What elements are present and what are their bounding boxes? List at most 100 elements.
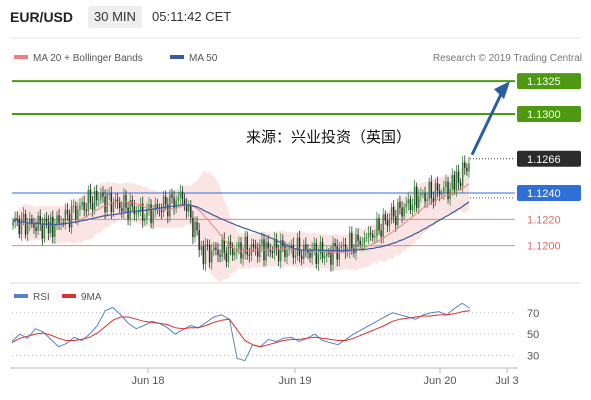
candle-body	[127, 207, 129, 220]
candle-body	[181, 191, 184, 200]
candle-body	[106, 194, 108, 213]
candle-body	[464, 162, 466, 168]
candle-body	[18, 219, 21, 235]
candle-body	[139, 203, 142, 211]
candle-body	[196, 221, 198, 231]
candle-body	[229, 241, 232, 248]
candle-body	[374, 236, 376, 238]
candle-body	[204, 244, 207, 265]
candle-body	[152, 210, 154, 224]
candle-body	[292, 244, 295, 258]
candle-body	[269, 249, 272, 252]
candle-body	[336, 246, 338, 260]
copyright-text: Research © 2019 Trading Central	[433, 53, 582, 64]
candle-body	[206, 244, 209, 246]
candle-body	[313, 243, 315, 250]
candle-body	[359, 240, 361, 245]
candle-body	[225, 252, 228, 262]
chart-header: EUR/USD 30 MIN 05:11:42 CET	[0, 0, 591, 36]
forecast-arrow-head	[494, 81, 510, 100]
candle-body	[461, 162, 464, 187]
candle-body	[217, 249, 219, 256]
candle-body	[330, 253, 332, 265]
candle-body	[430, 181, 433, 199]
rsi-line	[11, 302, 471, 362]
candle-body	[72, 205, 75, 207]
candle-body	[418, 195, 420, 208]
candle-body	[87, 190, 90, 211]
candle-body	[415, 186, 418, 208]
target-level-tag	[517, 73, 581, 90]
ma20-line	[12, 183, 470, 254]
candle-body	[104, 196, 106, 213]
candle-body	[202, 246, 205, 265]
candle-body	[290, 244, 292, 249]
forecast-arrow	[470, 81, 510, 156]
candle-body	[175, 200, 177, 208]
rsi-tick-label: 70	[527, 308, 539, 320]
candle-body	[77, 209, 79, 220]
rsi-legend: RSI 9MA	[14, 292, 102, 303]
candle-body	[303, 244, 305, 260]
timeframe-selector[interactable]: 30 MIN	[88, 6, 142, 28]
candle-body	[267, 242, 269, 250]
candle-body	[411, 205, 414, 211]
candle-body	[233, 252, 236, 256]
candle-body	[315, 243, 318, 265]
timestamp: 05:11:42 CET	[152, 9, 232, 24]
time-axis-label: Jun 20	[423, 375, 456, 387]
candle-body	[405, 203, 407, 207]
candle-body	[173, 197, 175, 208]
candle-body	[148, 204, 150, 209]
rsi-legend-label: RSI	[33, 292, 50, 303]
candle-body	[194, 221, 196, 238]
candle-body	[192, 217, 194, 238]
candle-body	[420, 193, 422, 196]
candle-body	[395, 216, 397, 226]
candle-body	[129, 200, 131, 220]
candle-body	[135, 212, 138, 215]
candle-body	[256, 248, 259, 257]
candle-body	[344, 244, 347, 253]
candle-body	[60, 222, 62, 224]
candle-body	[200, 246, 202, 251]
candle-body	[447, 181, 449, 200]
candle-body	[246, 236, 249, 255]
current-price-tag	[517, 150, 581, 167]
candle-body	[187, 205, 190, 212]
candle-body	[384, 214, 387, 221]
candle-body	[20, 218, 23, 235]
candle-body	[244, 236, 246, 254]
candle-body	[66, 209, 69, 214]
candle-body	[296, 237, 299, 256]
candle-body	[45, 218, 48, 222]
candle-body	[39, 215, 41, 225]
target-level-label: 1.1300	[527, 109, 561, 121]
candle-body	[231, 247, 234, 256]
candle-body	[459, 183, 462, 187]
candle-body	[273, 239, 276, 254]
ma50-legend-label: MA 50	[189, 53, 218, 64]
price-level-labels: 1.1325 1.1300 1.1266 1.1240 1.1220 1.1200	[517, 73, 581, 253]
candle-body	[443, 187, 445, 194]
candle-body	[33, 224, 35, 228]
candle-body	[81, 201, 83, 206]
candle-body	[210, 250, 213, 263]
candle-body	[286, 250, 288, 257]
candle-body	[41, 224, 44, 239]
candle-body	[85, 209, 87, 211]
rsi-axis-ticks: 70 50 30	[527, 308, 539, 363]
candle-body	[43, 218, 46, 239]
candle-body	[365, 237, 368, 239]
rsi-ma-legend-label: 9MA	[81, 292, 102, 303]
candle-body	[22, 213, 25, 219]
candle-body	[413, 186, 416, 206]
candle-body	[328, 252, 330, 254]
candle-body	[26, 224, 29, 235]
candle-body	[317, 253, 320, 265]
candle-body	[367, 232, 370, 238]
candle-body	[351, 232, 353, 249]
candle-body	[361, 244, 364, 246]
symbol-label[interactable]: EUR/USD	[10, 9, 74, 25]
